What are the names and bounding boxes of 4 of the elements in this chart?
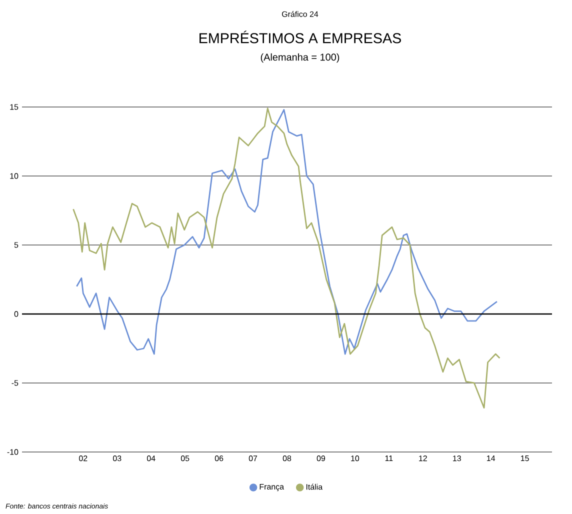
line-series <box>72 108 500 409</box>
line-series <box>76 109 498 355</box>
chart-subtitle: (Alemanha = 100) <box>260 53 340 63</box>
chart-title: EMPRÉSTIMOS A EMPRESAS <box>200 30 401 44</box>
